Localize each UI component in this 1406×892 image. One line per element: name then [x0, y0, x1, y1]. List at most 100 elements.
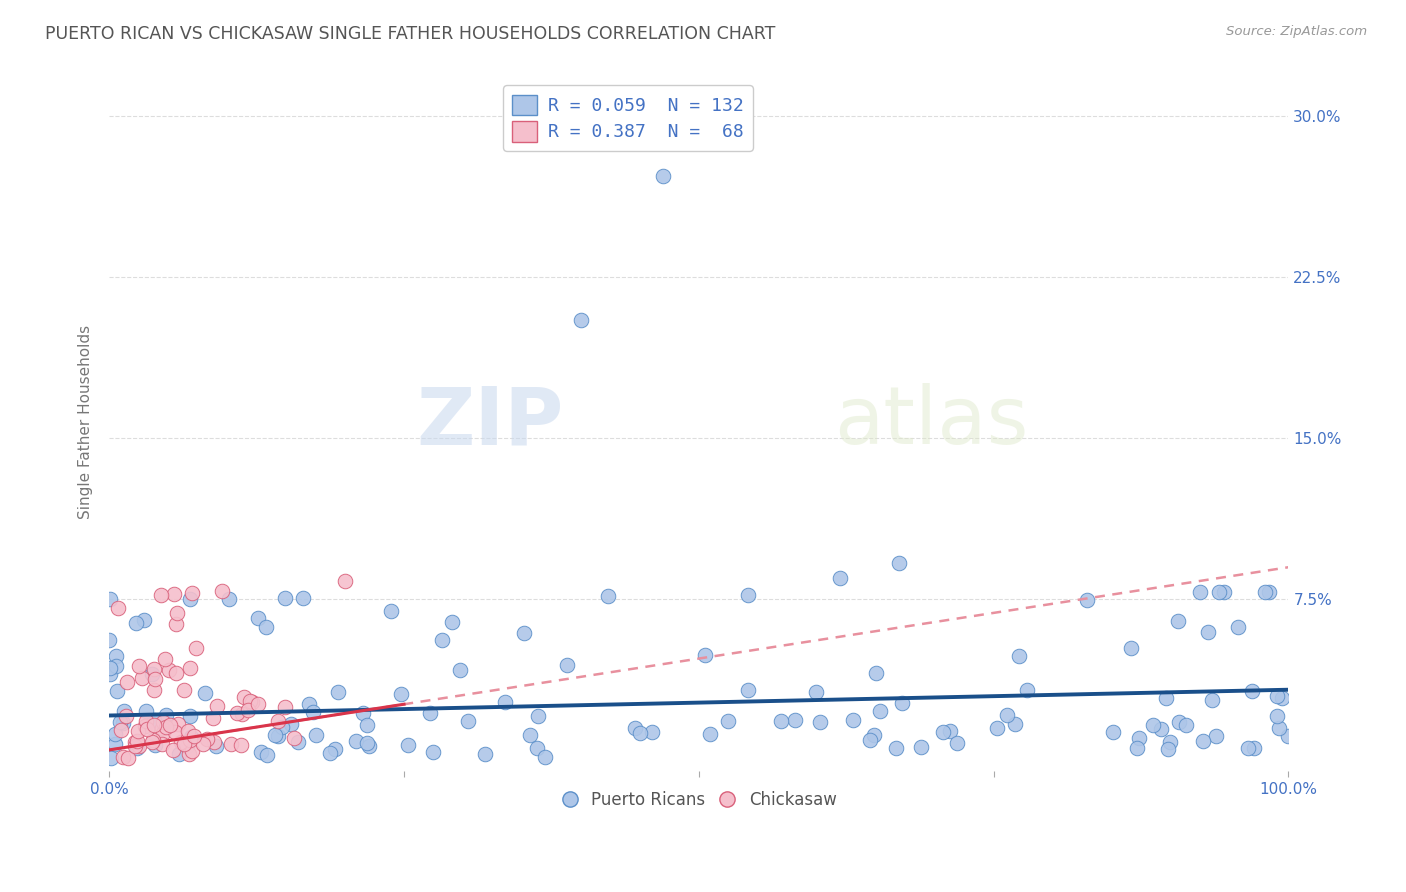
Point	[323, 741, 346, 756]
Point	[830, 571, 852, 585]
Point	[1192, 734, 1215, 748]
Point	[211, 583, 233, 598]
Point	[770, 714, 793, 729]
Point	[737, 588, 759, 602]
Point	[527, 709, 550, 723]
Point	[186, 640, 208, 655]
Point	[165, 616, 187, 631]
Point	[513, 625, 536, 640]
Point	[111, 715, 134, 730]
Point	[100, 751, 122, 765]
Point	[396, 738, 419, 752]
Point	[114, 709, 136, 723]
Point	[328, 685, 350, 699]
Point	[1142, 718, 1164, 732]
Point	[165, 665, 187, 680]
Point	[1167, 614, 1189, 628]
Point	[441, 615, 464, 629]
Point	[155, 720, 177, 734]
Point	[1102, 725, 1125, 739]
Point	[1268, 721, 1291, 735]
Point	[195, 731, 218, 746]
Point	[134, 714, 156, 728]
Point	[183, 730, 205, 744]
Point	[250, 745, 273, 759]
Point	[891, 696, 914, 710]
Point	[163, 587, 186, 601]
Y-axis label: Single Father Households: Single Father Households	[79, 325, 93, 519]
Text: Source: ZipAtlas.com: Source: ZipAtlas.com	[1226, 25, 1367, 38]
Point	[143, 672, 166, 686]
Point	[1265, 689, 1288, 703]
Point	[1201, 693, 1223, 707]
Point	[152, 715, 174, 730]
Point	[233, 690, 256, 705]
Point	[1015, 683, 1038, 698]
Point	[783, 714, 806, 728]
Legend: Puerto Ricans, Chickasaw: Puerto Ricans, Chickasaw	[554, 784, 844, 815]
Point	[219, 737, 242, 751]
Point	[292, 591, 315, 606]
Point	[449, 663, 471, 677]
Point	[142, 718, 165, 732]
Point	[352, 706, 374, 720]
Point	[267, 729, 290, 743]
Point	[179, 732, 201, 747]
Point	[179, 661, 201, 675]
Point	[142, 733, 165, 747]
Point	[1205, 729, 1227, 743]
Point	[167, 717, 190, 731]
Point	[98, 592, 121, 607]
Point	[356, 718, 378, 732]
Point	[569, 313, 592, 327]
Point	[110, 723, 132, 738]
Point	[205, 698, 228, 713]
Point	[231, 707, 253, 722]
Point	[652, 169, 675, 183]
Point	[1254, 585, 1277, 599]
Text: atlas: atlas	[834, 384, 1029, 461]
Point	[474, 747, 496, 761]
Point	[804, 684, 827, 698]
Point	[124, 739, 146, 753]
Point	[389, 687, 412, 701]
Point	[194, 685, 217, 699]
Point	[1008, 649, 1031, 664]
Point	[344, 734, 367, 748]
Point	[201, 711, 224, 725]
Text: PUERTO RICAN VS CHICKASAW SINGLE FATHER HOUSEHOLDS CORRELATION CHART: PUERTO RICAN VS CHICKASAW SINGLE FATHER …	[45, 25, 775, 43]
Point	[939, 724, 962, 739]
Point	[176, 739, 198, 753]
Point	[157, 664, 180, 678]
Point	[254, 619, 277, 633]
Point	[841, 713, 863, 727]
Point	[1271, 691, 1294, 706]
Point	[274, 699, 297, 714]
Point	[98, 633, 121, 648]
Point	[356, 736, 378, 750]
Point	[127, 733, 149, 747]
Point	[859, 733, 882, 747]
Point	[229, 738, 252, 752]
Point	[135, 704, 157, 718]
Point	[1197, 625, 1219, 640]
Point	[159, 718, 181, 732]
Point	[270, 720, 292, 734]
Point	[173, 737, 195, 751]
Point	[179, 709, 201, 723]
Point	[1167, 714, 1189, 729]
Point	[267, 714, 290, 729]
Point	[1004, 716, 1026, 731]
Point	[115, 674, 138, 689]
Point	[150, 738, 173, 752]
Point	[177, 723, 200, 738]
Point	[218, 591, 240, 606]
Point	[177, 747, 200, 762]
Point	[238, 703, 260, 717]
Point	[986, 721, 1008, 735]
Point	[112, 704, 135, 718]
Point	[886, 741, 908, 756]
Point	[1128, 731, 1150, 746]
Point	[695, 648, 717, 663]
Point	[155, 708, 177, 723]
